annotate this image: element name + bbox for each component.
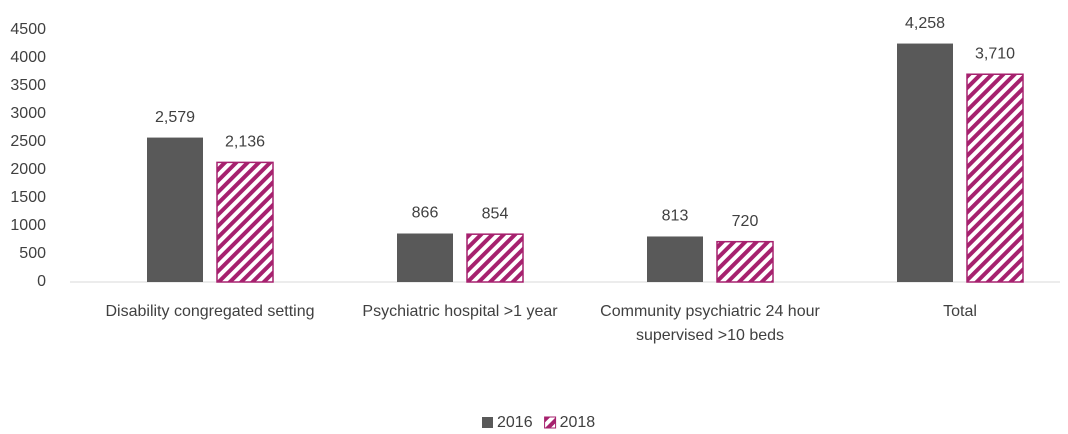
y-tick-label: 0	[37, 273, 46, 290]
data-label: 3,710	[975, 45, 1015, 62]
legend-swatch	[482, 417, 493, 428]
legend-label: 2018	[560, 414, 596, 431]
bar	[216, 161, 274, 283]
bar	[647, 236, 703, 282]
bar	[397, 233, 453, 282]
data-label: 2,579	[155, 109, 195, 126]
x-tick-label: Disability congregated setting	[105, 303, 315, 320]
y-tick-label: 3500	[10, 77, 46, 94]
data-label: 4,258	[905, 15, 945, 32]
y-tick-label: 2000	[10, 161, 46, 178]
y-tick-label: 1500	[10, 189, 46, 206]
y-tick-label: 4000	[10, 49, 46, 66]
x-tick-label: Total	[943, 303, 977, 320]
data-label: 854	[482, 205, 509, 222]
y-tick-label: 1000	[10, 217, 46, 234]
x-tick-label: Community psychiatric 24 hour supervised…	[600, 303, 820, 344]
y-tick-label: 500	[19, 245, 46, 262]
y-tick-label: 3000	[10, 105, 46, 122]
bar	[716, 240, 774, 283]
legend-label: 2016	[497, 414, 533, 431]
data-label: 813	[662, 208, 689, 225]
data-label: 866	[412, 205, 439, 222]
data-label: 720	[732, 213, 759, 230]
y-tick-label: 4500	[10, 21, 46, 38]
x-tick-label: Psychiatric hospital >1 year	[362, 303, 558, 320]
bar	[966, 73, 1024, 283]
data-label: 2,136	[225, 134, 265, 151]
bar	[466, 233, 524, 283]
bar	[897, 43, 953, 282]
legend-swatch	[544, 416, 557, 429]
y-tick-label: 2500	[10, 133, 46, 150]
bar	[147, 137, 203, 282]
